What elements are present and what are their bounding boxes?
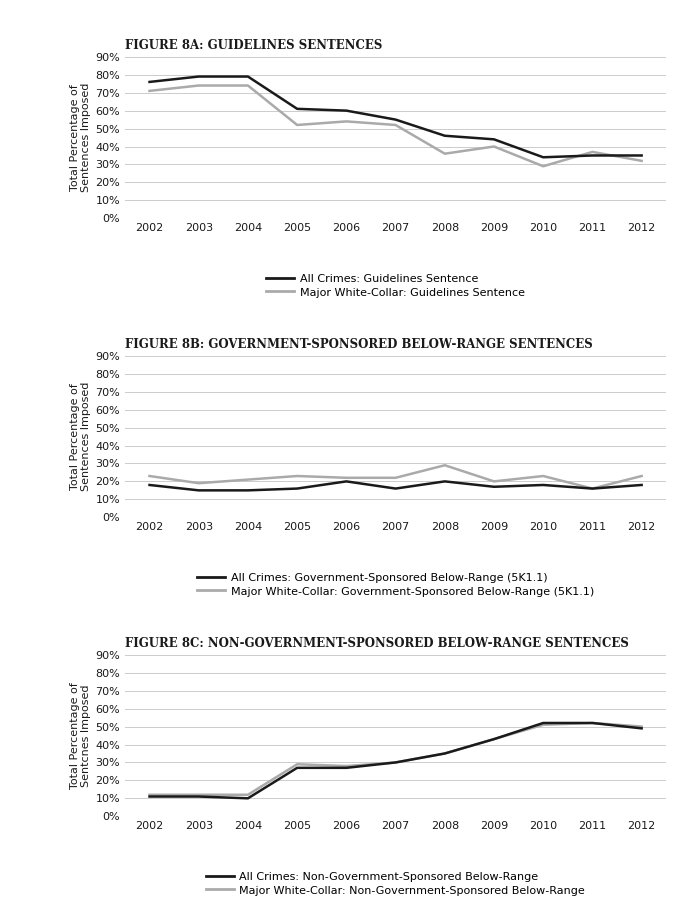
Line: Major White-Collar: Government-Sponsored Below-Range (5K1.1): Major White-Collar: Government-Sponsored… [149, 466, 642, 489]
Line: All Crimes: Non-Government-Sponsored Below-Range: All Crimes: Non-Government-Sponsored Bel… [149, 723, 642, 798]
All Crimes: Government-Sponsored Below-Range (5K1.1): (2e+03, 15): Government-Sponsored Below-Range (5K1.1)… [244, 485, 252, 496]
Major White-Collar: Non-Government-Sponsored Below-Range: (2e+03, 12): Non-Government-Sponsored Below-Range: (2… [194, 789, 203, 800]
All Crimes: Non-Government-Sponsored Below-Range: (2.01e+03, 35): Non-Government-Sponsored Below-Range: (2… [441, 748, 449, 759]
All Crimes: Guidelines Sentence: (2.01e+03, 35): Guidelines Sentence: (2.01e+03, 35) [638, 150, 646, 161]
Major White-Collar: Guidelines Sentence: (2e+03, 74): Guidelines Sentence: (2e+03, 74) [194, 80, 203, 91]
All Crimes: Guidelines Sentence: (2e+03, 76): Guidelines Sentence: (2e+03, 76) [145, 76, 153, 87]
All Crimes: Guidelines Sentence: (2e+03, 61): Guidelines Sentence: (2e+03, 61) [293, 103, 301, 114]
Major White-Collar: Government-Sponsored Below-Range (5K1.1): (2.01e+03, 22): Government-Sponsored Below-Range (5K1.1)… [391, 473, 400, 483]
Major White-Collar: Guidelines Sentence: (2e+03, 71): Guidelines Sentence: (2e+03, 71) [145, 85, 153, 96]
All Crimes: Guidelines Sentence: (2.01e+03, 35): Guidelines Sentence: (2.01e+03, 35) [589, 150, 597, 161]
All Crimes: Guidelines Sentence: (2.01e+03, 46): Guidelines Sentence: (2.01e+03, 46) [441, 130, 449, 141]
Y-axis label: Total Percentage of
Sentences Imposed: Total Percentage of Sentences Imposed [69, 382, 91, 492]
All Crimes: Guidelines Sentence: (2.01e+03, 44): Guidelines Sentence: (2.01e+03, 44) [490, 134, 498, 144]
Major White-Collar: Government-Sponsored Below-Range (5K1.1): (2.01e+03, 16): Government-Sponsored Below-Range (5K1.1)… [589, 483, 597, 494]
Major White-Collar: Government-Sponsored Below-Range (5K1.1): (2e+03, 23): Government-Sponsored Below-Range (5K1.1)… [293, 471, 301, 482]
Major White-Collar: Non-Government-Sponsored Below-Range: (2.01e+03, 52): Non-Government-Sponsored Below-Range: (2… [589, 718, 597, 728]
Major White-Collar: Government-Sponsored Below-Range (5K1.1): (2.01e+03, 22): Government-Sponsored Below-Range (5K1.1)… [342, 473, 350, 483]
Major White-Collar: Non-Government-Sponsored Below-Range: (2e+03, 29): Non-Government-Sponsored Below-Range: (2… [293, 759, 301, 770]
All Crimes: Guidelines Sentence: (2e+03, 79): Guidelines Sentence: (2e+03, 79) [194, 71, 203, 82]
Major White-Collar: Guidelines Sentence: (2.01e+03, 32): Guidelines Sentence: (2.01e+03, 32) [638, 155, 646, 166]
Y-axis label: Total Percentage of
Sentences Imposed: Total Percentage of Sentences Imposed [69, 83, 91, 192]
Y-axis label: Total Percentage of
Sentcnes Imposed: Total Percentage of Sentcnes Imposed [69, 682, 91, 789]
All Crimes: Government-Sponsored Below-Range (5K1.1): (2.01e+03, 18): Government-Sponsored Below-Range (5K1.1)… [539, 480, 548, 491]
Major White-Collar: Guidelines Sentence: (2.01e+03, 37): Guidelines Sentence: (2.01e+03, 37) [589, 146, 597, 157]
Major White-Collar: Non-Government-Sponsored Below-Range: (2.01e+03, 30): Non-Government-Sponsored Below-Range: (2… [391, 757, 400, 768]
Major White-Collar: Non-Government-Sponsored Below-Range: (2e+03, 12): Non-Government-Sponsored Below-Range: (2… [145, 789, 153, 800]
Major White-Collar: Government-Sponsored Below-Range (5K1.1): (2.01e+03, 23): Government-Sponsored Below-Range (5K1.1)… [539, 471, 548, 482]
Major White-Collar: Guidelines Sentence: (2e+03, 74): Guidelines Sentence: (2e+03, 74) [244, 80, 252, 91]
All Crimes: Government-Sponsored Below-Range (5K1.1): (2e+03, 16): Government-Sponsored Below-Range (5K1.1)… [293, 483, 301, 494]
Major White-Collar: Government-Sponsored Below-Range (5K1.1): (2e+03, 21): Government-Sponsored Below-Range (5K1.1)… [244, 475, 252, 485]
Major White-Collar: Guidelines Sentence: (2.01e+03, 40): Guidelines Sentence: (2.01e+03, 40) [490, 141, 498, 152]
All Crimes: Non-Government-Sponsored Below-Range: (2e+03, 27): Non-Government-Sponsored Below-Range: (2… [293, 762, 301, 773]
All Crimes: Guidelines Sentence: (2.01e+03, 55): Guidelines Sentence: (2.01e+03, 55) [391, 114, 400, 125]
All Crimes: Government-Sponsored Below-Range (5K1.1): (2.01e+03, 17): Government-Sponsored Below-Range (5K1.1)… [490, 482, 498, 492]
All Crimes: Non-Government-Sponsored Below-Range: (2e+03, 11): Non-Government-Sponsored Below-Range: (2… [194, 791, 203, 802]
Major White-Collar: Non-Government-Sponsored Below-Range: (2.01e+03, 50): Non-Government-Sponsored Below-Range: (2… [638, 721, 646, 732]
Text: FIGURE 8A: GUIDELINES SENTENCES: FIGURE 8A: GUIDELINES SENTENCES [125, 39, 382, 52]
Major White-Collar: Non-Government-Sponsored Below-Range: (2.01e+03, 35): Non-Government-Sponsored Below-Range: (2… [441, 748, 449, 759]
Major White-Collar: Guidelines Sentence: (2.01e+03, 29): Guidelines Sentence: (2.01e+03, 29) [539, 161, 548, 171]
Line: All Crimes: Guidelines Sentence: All Crimes: Guidelines Sentence [149, 76, 642, 157]
Major White-Collar: Non-Government-Sponsored Below-Range: (2e+03, 12): Non-Government-Sponsored Below-Range: (2… [244, 789, 252, 800]
Major White-Collar: Government-Sponsored Below-Range (5K1.1): (2.01e+03, 23): Government-Sponsored Below-Range (5K1.1)… [638, 471, 646, 482]
Major White-Collar: Government-Sponsored Below-Range (5K1.1): (2e+03, 23): Government-Sponsored Below-Range (5K1.1)… [145, 471, 153, 482]
All Crimes: Government-Sponsored Below-Range (5K1.1): (2e+03, 18): Government-Sponsored Below-Range (5K1.1)… [145, 480, 153, 491]
All Crimes: Non-Government-Sponsored Below-Range: (2.01e+03, 30): Non-Government-Sponsored Below-Range: (2… [391, 757, 400, 768]
Major White-Collar: Non-Government-Sponsored Below-Range: (2.01e+03, 43): Non-Government-Sponsored Below-Range: (2… [490, 734, 498, 745]
All Crimes: Non-Government-Sponsored Below-Range: (2.01e+03, 52): Non-Government-Sponsored Below-Range: (2… [589, 718, 597, 728]
Major White-Collar: Government-Sponsored Below-Range (5K1.1): (2.01e+03, 29): Government-Sponsored Below-Range (5K1.1)… [441, 460, 449, 471]
All Crimes: Government-Sponsored Below-Range (5K1.1): (2.01e+03, 16): Government-Sponsored Below-Range (5K1.1)… [391, 483, 400, 494]
All Crimes: Non-Government-Sponsored Below-Range: (2.01e+03, 52): Non-Government-Sponsored Below-Range: (2… [539, 718, 548, 728]
Line: Major White-Collar: Non-Government-Sponsored Below-Range: Major White-Collar: Non-Government-Spons… [149, 723, 642, 795]
All Crimes: Non-Government-Sponsored Below-Range: (2.01e+03, 43): Non-Government-Sponsored Below-Range: (2… [490, 734, 498, 745]
Legend: All Crimes: Guidelines Sentence, Major White-Collar: Guidelines Sentence: All Crimes: Guidelines Sentence, Major W… [262, 269, 530, 302]
Major White-Collar: Non-Government-Sponsored Below-Range: (2.01e+03, 51): Non-Government-Sponsored Below-Range: (2… [539, 719, 548, 730]
All Crimes: Government-Sponsored Below-Range (5K1.1): (2.01e+03, 20): Government-Sponsored Below-Range (5K1.1)… [342, 476, 350, 487]
Line: Major White-Collar: Guidelines Sentence: Major White-Collar: Guidelines Sentence [149, 85, 642, 166]
Major White-Collar: Government-Sponsored Below-Range (5K1.1): (2e+03, 19): Government-Sponsored Below-Range (5K1.1)… [194, 478, 203, 489]
All Crimes: Government-Sponsored Below-Range (5K1.1): (2.01e+03, 20): Government-Sponsored Below-Range (5K1.1)… [441, 476, 449, 487]
Legend: All Crimes: Non-Government-Sponsored Below-Range, Major White-Collar: Non-Govern: All Crimes: Non-Government-Sponsored Bel… [201, 867, 590, 897]
All Crimes: Government-Sponsored Below-Range (5K1.1): (2.01e+03, 16): Government-Sponsored Below-Range (5K1.1)… [589, 483, 597, 494]
All Crimes: Non-Government-Sponsored Below-Range: (2.01e+03, 49): Non-Government-Sponsored Below-Range: (2… [638, 723, 646, 734]
Line: All Crimes: Government-Sponsored Below-Range (5K1.1): All Crimes: Government-Sponsored Below-R… [149, 482, 642, 491]
All Crimes: Guidelines Sentence: (2.01e+03, 34): Guidelines Sentence: (2.01e+03, 34) [539, 152, 548, 162]
All Crimes: Government-Sponsored Below-Range (5K1.1): (2.01e+03, 18): Government-Sponsored Below-Range (5K1.1)… [638, 480, 646, 491]
Major White-Collar: Non-Government-Sponsored Below-Range: (2.01e+03, 28): Non-Government-Sponsored Below-Range: (2… [342, 761, 350, 771]
All Crimes: Non-Government-Sponsored Below-Range: (2.01e+03, 27): Non-Government-Sponsored Below-Range: (2… [342, 762, 350, 773]
Major White-Collar: Guidelines Sentence: (2.01e+03, 54): Guidelines Sentence: (2.01e+03, 54) [342, 116, 350, 126]
All Crimes: Non-Government-Sponsored Below-Range: (2e+03, 11): Non-Government-Sponsored Below-Range: (2… [145, 791, 153, 802]
Major White-Collar: Guidelines Sentence: (2e+03, 52): Guidelines Sentence: (2e+03, 52) [293, 119, 301, 130]
All Crimes: Government-Sponsored Below-Range (5K1.1): (2e+03, 15): Government-Sponsored Below-Range (5K1.1)… [194, 485, 203, 496]
Text: FIGURE 8C: NON-GOVERNMENT-SPONSORED BELOW-RANGE SENTENCES: FIGURE 8C: NON-GOVERNMENT-SPONSORED BELO… [125, 638, 629, 650]
All Crimes: Guidelines Sentence: (2.01e+03, 60): Guidelines Sentence: (2.01e+03, 60) [342, 105, 350, 116]
Legend: All Crimes: Government-Sponsored Below-Range (5K1.1), Major White-Collar: Govern: All Crimes: Government-Sponsored Below-R… [193, 568, 598, 601]
Major White-Collar: Government-Sponsored Below-Range (5K1.1): (2.01e+03, 20): Government-Sponsored Below-Range (5K1.1)… [490, 476, 498, 487]
Major White-Collar: Guidelines Sentence: (2.01e+03, 36): Guidelines Sentence: (2.01e+03, 36) [441, 148, 449, 159]
Major White-Collar: Guidelines Sentence: (2.01e+03, 52): Guidelines Sentence: (2.01e+03, 52) [391, 119, 400, 130]
All Crimes: Non-Government-Sponsored Below-Range: (2e+03, 10): Non-Government-Sponsored Below-Range: (2… [244, 793, 252, 804]
All Crimes: Guidelines Sentence: (2e+03, 79): Guidelines Sentence: (2e+03, 79) [244, 71, 252, 82]
Text: FIGURE 8B: GOVERNMENT-SPONSORED BELOW-RANGE SENTENCES: FIGURE 8B: GOVERNMENT-SPONSORED BELOW-RA… [125, 338, 593, 352]
